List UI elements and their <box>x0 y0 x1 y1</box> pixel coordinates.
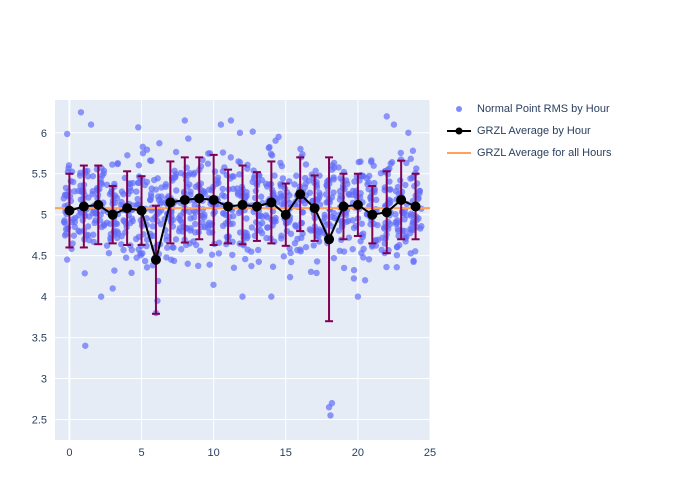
svg-text:25: 25 <box>424 447 436 459</box>
scatter-swatch <box>445 102 473 116</box>
legend-item-scatter[interactable]: Normal Point RMS by Hour <box>445 100 612 118</box>
legend-label: Normal Point RMS by Hour <box>477 103 610 115</box>
svg-text:3: 3 <box>41 374 47 386</box>
svg-text:20: 20 <box>352 447 364 459</box>
legend-item-overall-avg[interactable]: GRZL Average for all Hours <box>445 144 612 162</box>
legend-label: GRZL Average for all Hours <box>477 147 612 159</box>
svg-text:5: 5 <box>41 210 47 222</box>
svg-text:10: 10 <box>208 447 220 459</box>
svg-text:6: 6 <box>41 128 47 140</box>
svg-text:4.5: 4.5 <box>32 251 47 263</box>
svg-text:5.5: 5.5 <box>32 169 47 181</box>
legend-label: GRZL Average by Hour <box>477 125 591 137</box>
svg-text:5: 5 <box>138 447 144 459</box>
legend: Normal Point RMS by Hour GRZL Average by… <box>445 100 612 166</box>
legend-item-hourly-avg[interactable]: GRZL Average by Hour <box>445 122 612 140</box>
svg-text:2.5: 2.5 <box>32 415 47 427</box>
svg-text:4: 4 <box>41 292 47 304</box>
svg-text:3.5: 3.5 <box>32 333 47 345</box>
line-swatch <box>445 146 473 160</box>
svg-text:15: 15 <box>280 447 292 459</box>
svg-text:0: 0 <box>66 447 72 459</box>
rms-by-hour-chart: 0 5 10 15 20 25 2.5 3 3.5 4 4.5 5 5.5 6 <box>0 0 700 500</box>
line-marker-swatch <box>445 124 473 138</box>
